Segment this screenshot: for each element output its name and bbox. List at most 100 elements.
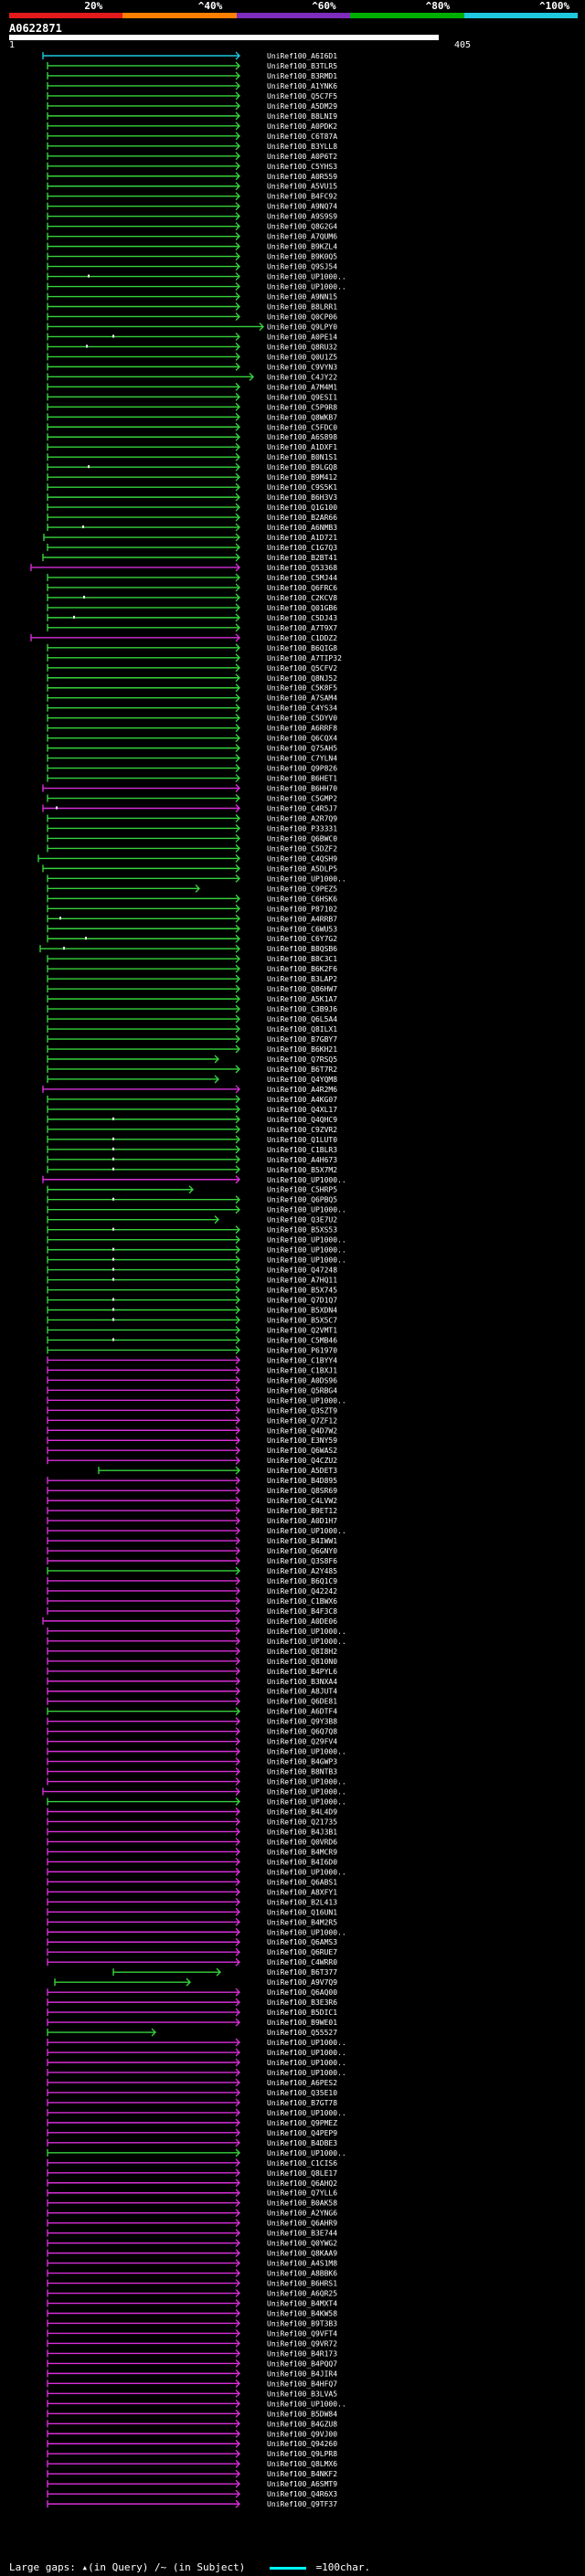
hit-row[interactable]: UniRef100_B4J3B1: [47, 1827, 337, 1836]
hit-label[interactable]: UniRef100_B5XDN4: [267, 1307, 337, 1315]
hit-row[interactable]: UniRef100_B4GZU8: [47, 2419, 337, 2428]
hit-row[interactable]: UniRef100_C1BLR3: [47, 1145, 337, 1154]
hit-label[interactable]: UniRef100_C5GMP2: [267, 795, 337, 803]
hit-label[interactable]: UniRef100_Q6RUE7: [267, 1948, 337, 1956]
hit-row[interactable]: UniRef100_B2AR66: [47, 513, 337, 522]
hit-label[interactable]: UniRef100_UP1000..: [267, 2109, 346, 2117]
hit-label[interactable]: UniRef100_A6I6D1: [267, 52, 337, 60]
hit-label[interactable]: UniRef100_B5X745: [267, 1287, 337, 1295]
hit-label[interactable]: UniRef100_Q5C7F5: [267, 92, 337, 101]
hit-label[interactable]: UniRef100_C4JY22: [267, 373, 337, 381]
hit-label[interactable]: UniRef100_Q6FRC6: [267, 584, 337, 592]
hit-label[interactable]: UniRef100_B2AR66: [267, 514, 337, 522]
hit-label[interactable]: UniRef100_Q6Q7Q8: [267, 1728, 337, 1736]
hit-label[interactable]: UniRef100_A0PDK2: [267, 122, 337, 131]
hit-label[interactable]: UniRef100_Q6WAS2: [267, 1447, 337, 1455]
hit-label[interactable]: UniRef100_A8JUT4: [267, 1688, 337, 1696]
hit-label[interactable]: UniRef100_Q7ZF12: [267, 1416, 337, 1425]
hit-label[interactable]: UniRef100_B6QIG8: [267, 644, 337, 652]
hit-label[interactable]: UniRef100_Q6CQX4: [267, 735, 337, 743]
hit-row[interactable]: UniRef100_UP1000..: [42, 1175, 346, 1184]
hit-row[interactable]: UniRef100_A4RRB7: [47, 914, 337, 923]
hit-row[interactable]: UniRef100_Q9ESI1: [47, 392, 337, 401]
hit-label[interactable]: UniRef100_C6WU53: [267, 925, 337, 933]
hit-row[interactable]: UniRef100_C4QSH9: [37, 853, 337, 863]
hit-row[interactable]: UniRef100_Q21735: [47, 1817, 337, 1826]
hit-label[interactable]: UniRef100_B4M2R5: [267, 1918, 337, 1926]
hit-row[interactable]: UniRef100_Q8ILX1: [47, 1024, 337, 1034]
hit-label[interactable]: UniRef100_Q5CFV2: [267, 664, 337, 673]
hit-row[interactable]: UniRef100_Q3SZT9: [47, 1405, 337, 1415]
hit-row[interactable]: UniRef100_UP1000..: [42, 1787, 346, 1797]
hit-row[interactable]: UniRef100_B3TLR5: [47, 61, 337, 70]
hit-label[interactable]: UniRef100_C1DDZ2: [267, 634, 337, 642]
hit-row[interactable]: UniRef100_Q0U1Z5: [47, 352, 337, 361]
hit-label[interactable]: UniRef100_B7GBY7: [267, 1035, 337, 1044]
hit-label[interactable]: UniRef100_Q4QHC9: [267, 1116, 337, 1124]
hit-row[interactable]: UniRef100_A5K1A7: [47, 994, 337, 1003]
hit-row[interactable]: UniRef100_UP1000..: [47, 1747, 346, 1756]
hit-label[interactable]: UniRef100_Q7YLL6: [267, 2189, 337, 2198]
hit-row[interactable]: UniRef100_C1BXJ1: [47, 1365, 337, 1374]
hit-row[interactable]: UniRef100_C6WU53: [47, 924, 337, 933]
hit-row[interactable]: UniRef100_UP1000..: [47, 282, 346, 292]
hit-row[interactable]: UniRef100_Q4CZU2: [47, 1456, 337, 1465]
hit-label[interactable]: UniRef100_B4HFQ7: [267, 2380, 337, 2388]
hit-row[interactable]: UniRef100_A2YNG6: [47, 2209, 337, 2218]
hit-row[interactable]: UniRef100_B5XDN4: [47, 1306, 337, 1315]
hit-row[interactable]: UniRef100_B4MCR9: [47, 1847, 337, 1856]
hit-label[interactable]: UniRef100_C9PEZ5: [267, 885, 337, 893]
hit-row[interactable]: UniRef100_Q75AH5: [47, 744, 337, 753]
hit-label[interactable]: UniRef100_Q16UN1: [267, 1908, 337, 1916]
hit-row[interactable]: UniRef100_Q6FRC6: [47, 583, 337, 592]
hit-row[interactable]: UniRef100_B4M2R5: [47, 1917, 337, 1926]
hit-label[interactable]: UniRef100_B4NKF2: [267, 2470, 337, 2478]
hit-row[interactable]: UniRef100_C1G7Q3: [47, 543, 337, 552]
hit-row[interactable]: UniRef100_A0P6T2: [47, 152, 337, 161]
hit-label[interactable]: UniRef100_Q8LE17: [267, 2169, 337, 2178]
hit-row[interactable]: UniRef100_Q01GB6: [47, 603, 337, 612]
hit-row[interactable]: UniRef100_Q7RSQ5: [47, 1055, 337, 1064]
hit-row[interactable]: UniRef100_B4KW58: [47, 2309, 337, 2318]
hit-label[interactable]: UniRef100_B6T7R2: [267, 1065, 337, 1074]
hit-row[interactable]: UniRef100_C2KCV8: [47, 593, 337, 602]
hit-label[interactable]: UniRef100_C7YLN4: [267, 755, 337, 763]
hit-label[interactable]: UniRef100_Q0YWG2: [267, 2240, 337, 2248]
hit-label[interactable]: UniRef100_Q9SJ54: [267, 263, 337, 271]
hit-row[interactable]: UniRef100_A5DLP5: [42, 864, 337, 873]
hit-row[interactable]: UniRef100_B5DW84: [47, 2409, 337, 2418]
hit-row[interactable]: UniRef100_A7SAM4: [47, 694, 337, 703]
hit-row[interactable]: UniRef100_Q5C7F5: [47, 91, 337, 101]
hit-row[interactable]: UniRef100_C7YLN4: [47, 754, 337, 763]
hit-row[interactable]: UniRef100_A6NMB3: [47, 523, 337, 532]
hit-row[interactable]: UniRef100_B3LVA5: [47, 2389, 337, 2398]
hit-label[interactable]: UniRef100_B4DBE3: [267, 2139, 337, 2147]
hit-row[interactable]: UniRef100_Q4YQM8: [47, 1075, 337, 1084]
hit-row[interactable]: UniRef100_A6I6D1: [42, 51, 337, 60]
hit-label[interactable]: UniRef100_C9S5K1: [267, 483, 337, 492]
hit-row[interactable]: UniRef100_UP1000..: [47, 2038, 346, 2047]
hit-row[interactable]: UniRef100_B4DBE3: [47, 2138, 337, 2147]
hit-row[interactable]: UniRef100_UP1000..: [47, 2068, 346, 2077]
hit-row[interactable]: UniRef100_B9LGQ8: [47, 462, 337, 472]
hit-row[interactable]: UniRef100_C4WRR0: [47, 1957, 337, 1966]
hit-row[interactable]: UniRef100_P33331: [47, 823, 337, 832]
hit-label[interactable]: UniRef100_B6T377: [267, 1968, 337, 1977]
hit-label[interactable]: UniRef100_B4D895: [267, 1477, 337, 1485]
hit-row[interactable]: UniRef100_P61970: [47, 1345, 337, 1354]
hit-row[interactable]: UniRef100_A4KG07: [47, 1095, 337, 1104]
hit-row[interactable]: UniRef100_B3YLL8: [47, 142, 337, 151]
hit-label[interactable]: UniRef100_Q7RSQ5: [267, 1055, 337, 1064]
hit-row[interactable]: UniRef100_C9VYN3: [47, 362, 337, 371]
hit-label[interactable]: UniRef100_B3RMD1: [267, 72, 337, 80]
hit-label[interactable]: UniRef100_A5DLP5: [267, 864, 337, 873]
hit-row[interactable]: UniRef100_Q4R6X3: [47, 2489, 337, 2498]
hit-row[interactable]: UniRef100_B4MXT4: [47, 2299, 337, 2308]
hit-row[interactable]: UniRef100_B9KZL4: [47, 242, 337, 251]
hit-row[interactable]: UniRef100_Q6PBQ5: [47, 1195, 337, 1204]
hit-row[interactable]: UniRef100_B6HRS1: [47, 2279, 337, 2288]
hit-row[interactable]: UniRef100_C4JY22: [47, 372, 337, 381]
hit-row[interactable]: UniRef100_B0AK58: [47, 2199, 337, 2208]
hit-row[interactable]: UniRef100_Q4D7W2: [47, 1426, 337, 1435]
hit-row[interactable]: UniRef100_Q810N0: [47, 1657, 337, 1666]
